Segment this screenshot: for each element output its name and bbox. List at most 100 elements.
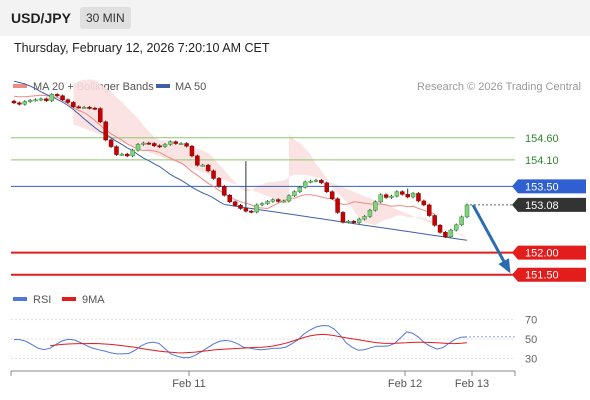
candle-down: [329, 191, 335, 199]
timeframe-badge[interactable]: 30 MIN: [80, 7, 131, 29]
candle-down: [421, 200, 427, 206]
timestamp: Thursday, February 12, 2026 7:20:10 AM C…: [14, 41, 270, 55]
candle-up: [81, 107, 87, 109]
level-label-152.00: 152.00: [525, 248, 559, 260]
candle-up: [49, 94, 54, 101]
candle-down: [222, 186, 227, 196]
candle-up: [33, 99, 38, 102]
candle-up: [367, 209, 373, 217]
candle-up: [453, 224, 459, 231]
candle-down: [340, 212, 346, 223]
candle-up: [464, 204, 470, 218]
ma20-legend-swatch: [13, 84, 27, 88]
candle-down: [351, 221, 356, 223]
candle-up: [297, 187, 303, 192]
candle-down: [103, 121, 108, 141]
candle-down: [249, 210, 254, 213]
candle-up: [281, 200, 286, 203]
ma9-legend-label: 9MA: [82, 294, 105, 306]
candle-up: [22, 101, 28, 105]
candle-down: [108, 139, 114, 147]
candle-down: [211, 170, 216, 179]
candle-up: [270, 199, 276, 202]
ma50-line: [13, 80, 225, 205]
credit-text: Research © 2026 Trading Central: [417, 81, 581, 93]
level-label-151.50: 151.50: [525, 270, 559, 282]
candle-up: [168, 141, 173, 145]
candle-up: [135, 144, 141, 151]
candle-down: [276, 199, 281, 202]
ma9-line: [50, 333, 468, 354]
candle-down: [383, 194, 389, 198]
candle-up: [259, 203, 265, 206]
candle-up: [119, 153, 125, 156]
rsi-legend-swatch: [13, 297, 27, 301]
candle-up: [38, 98, 44, 101]
candle-up: [378, 194, 383, 203]
forecast-arrowhead: [498, 258, 511, 274]
candle-down: [335, 198, 340, 213]
candle-down: [437, 225, 443, 233]
candle-up: [292, 191, 297, 196]
candle-down: [184, 143, 189, 147]
candle-down: [87, 107, 92, 109]
level-label-154.10: 154.10: [525, 155, 559, 167]
candle-down: [173, 141, 179, 144]
chart-header: USD/JPY 30 MIN: [0, 0, 590, 36]
level-tag-153.50: [512, 179, 586, 194]
candle-up: [356, 218, 362, 223]
candle-down: [151, 143, 157, 146]
candle-up: [200, 164, 205, 167]
candle-down: [432, 215, 437, 226]
candle-down: [146, 142, 152, 145]
candle-up: [27, 99, 33, 102]
candle-down: [17, 102, 22, 105]
candle-down: [11, 100, 17, 104]
candle-down: [60, 95, 65, 101]
rsi-tick-30: 30: [525, 353, 537, 365]
rsi-legend: RSI 9MA: [13, 294, 105, 306]
candle-up: [308, 180, 313, 183]
candle-down: [238, 205, 243, 209]
candle-up: [265, 201, 270, 204]
candle-down: [405, 194, 410, 198]
candle-down: [76, 106, 81, 109]
last-price-label: 153.08: [525, 200, 559, 212]
price-plot: 154.60 154.10 153.50 152.00 151.50 153.08: [11, 79, 586, 282]
candle-down: [189, 145, 195, 157]
last-price-tag: [512, 197, 586, 212]
candle-down: [427, 204, 432, 216]
candle-down: [319, 179, 324, 184]
candle-up: [448, 229, 454, 237]
candle-up: [130, 149, 135, 157]
symbol-title: USD/JPY: [11, 10, 71, 26]
candle-down: [65, 99, 71, 103]
candle-up: [346, 221, 351, 223]
time-tick-label: Feb 11: [172, 378, 205, 390]
ma50-legend-label: MA 50: [175, 81, 206, 93]
rsi-tick-70: 70: [525, 315, 537, 327]
rsi-line: [13, 325, 468, 359]
candle-down: [216, 178, 222, 187]
candle-down: [98, 108, 103, 123]
candle-up: [302, 181, 308, 188]
candle-up: [254, 204, 259, 213]
forecast-arrow-shaft: [471, 204, 511, 272]
candle-down: [416, 193, 421, 202]
candle-down: [71, 102, 76, 108]
ma50-legend-swatch: [156, 84, 170, 88]
candle-down: [205, 164, 211, 172]
candle-up: [178, 143, 184, 145]
candle-down: [92, 107, 98, 110]
ma9-legend-swatch: [62, 297, 76, 301]
candle-up: [459, 216, 464, 226]
candle-down: [114, 146, 119, 155]
candle-up: [362, 216, 367, 220]
candle-down: [195, 155, 200, 166]
time-tick-label: Feb 13: [455, 378, 489, 390]
ma50-line-tail: [224, 204, 468, 241]
time-tick-label: Feb 12: [388, 378, 422, 390]
candle-down: [443, 232, 448, 237]
candle-up: [373, 201, 378, 211]
